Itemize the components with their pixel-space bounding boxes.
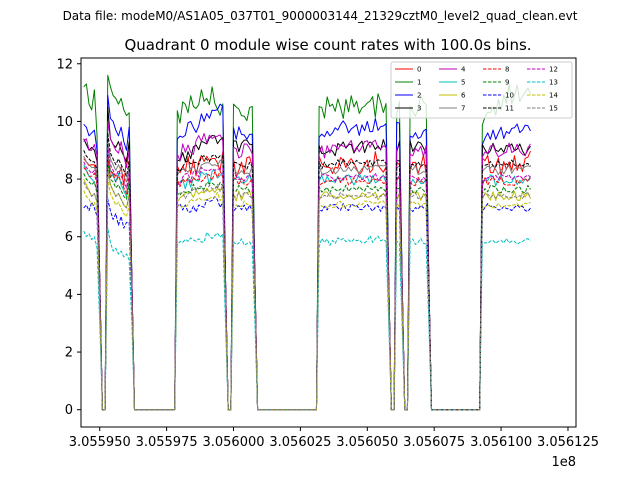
y-axis: 0 2 4 6 8 10 12 (56, 57, 81, 418)
x-tick-label: 3.056075 (403, 435, 465, 450)
axes-frame (80, 57, 577, 428)
legend-label-13: 13 (549, 79, 558, 87)
legend-label-1: 1 (417, 79, 421, 87)
legend-label-3: 3 (417, 105, 421, 113)
legend-label-6: 6 (461, 92, 466, 100)
legend-label-2: 2 (417, 92, 421, 100)
legend-label-5: 5 (461, 79, 465, 87)
legend-label-12: 12 (549, 66, 558, 74)
legend-label-0: 0 (417, 66, 421, 74)
y-tick-label: 0 (65, 403, 73, 418)
chart-title: Quadrant 0 module wise count rates with … (124, 36, 531, 54)
series-layer (83, 74, 531, 411)
x-tick-label: 3.055975 (136, 435, 198, 450)
y-tick-label: 8 (65, 173, 73, 188)
legend-label-7: 7 (461, 105, 465, 113)
x-tick-label: 3.056100 (470, 435, 532, 450)
x-offset-label: 1e8 (551, 455, 576, 470)
y-tick-label: 2 (65, 346, 73, 361)
y-tick-label: 4 (65, 288, 73, 303)
y-tick-label: 6 (65, 230, 73, 245)
legend-label-4: 4 (461, 66, 466, 74)
legend-label-15: 15 (549, 105, 558, 113)
x-tick-label: 3.056025 (269, 435, 331, 450)
x-axis: 3.055950 3.055975 3.056000 3.056025 3.056050… (69, 427, 599, 450)
legend-label-9: 9 (505, 79, 509, 87)
legend-label-11: 11 (505, 105, 514, 113)
legend-label-10: 10 (505, 92, 514, 100)
y-tick-label: 10 (56, 115, 73, 130)
x-tick-label: 3.055950 (69, 435, 131, 450)
y-tick-label: 12 (56, 57, 73, 72)
x-tick-label: 3.056050 (336, 435, 398, 450)
legend-box (390, 61, 573, 119)
x-tick-label: 3.056000 (202, 435, 264, 450)
legend-label-14: 14 (549, 92, 558, 100)
suptitle: Data file: modeM0/AS1A05_037T01_90000031… (63, 9, 578, 23)
series-line-15 (83, 169, 531, 411)
legend-label-8: 8 (505, 66, 509, 74)
x-tick-label: 3.056125 (537, 435, 599, 450)
